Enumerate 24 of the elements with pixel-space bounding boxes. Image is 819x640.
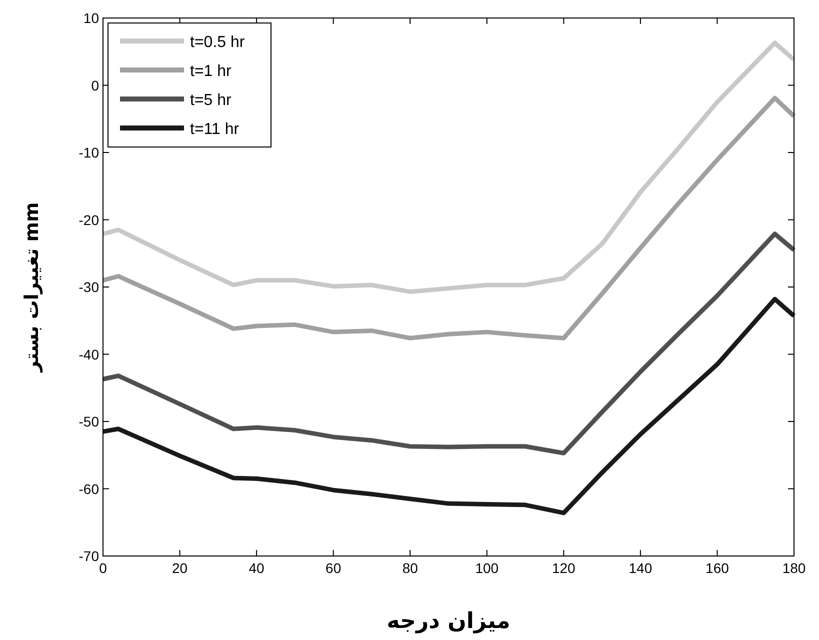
x-tick-label: 160 bbox=[706, 560, 730, 576]
legend-label: t=0.5 hr bbox=[190, 34, 246, 51]
y-tick-label: -20 bbox=[78, 212, 100, 228]
x-tick-label: 180 bbox=[782, 560, 806, 576]
legend-label: t=11 hr bbox=[190, 121, 240, 138]
y-tick-label: 0 bbox=[91, 77, 100, 94]
y-tick-label: -40 bbox=[78, 346, 100, 362]
x-tick-label: 140 bbox=[628, 560, 652, 576]
x-tick-label: 100 bbox=[475, 560, 499, 576]
x-tick-label: 40 bbox=[248, 560, 265, 576]
y-tick-label: -70 bbox=[78, 548, 100, 564]
y-tick-label: -30 bbox=[78, 279, 100, 295]
x-tick-label: 120 bbox=[552, 560, 576, 576]
y-tick-label: -60 bbox=[78, 480, 100, 497]
y-tick-label: 10 bbox=[83, 10, 100, 26]
x-tick-label: 60 bbox=[326, 560, 342, 576]
x-tick-label: 20 bbox=[172, 560, 188, 576]
y-tick-label: -50 bbox=[78, 414, 100, 430]
x-axis-title: میزان درجه bbox=[386, 609, 510, 634]
legend-label: t=5 hr bbox=[190, 92, 232, 109]
x-tick-label: 80 bbox=[402, 560, 418, 576]
y-tick-label: -10 bbox=[78, 144, 100, 160]
legend-label: t=1 hr bbox=[190, 63, 232, 80]
y-axis-title: تغییرات بستر mm bbox=[21, 202, 43, 373]
